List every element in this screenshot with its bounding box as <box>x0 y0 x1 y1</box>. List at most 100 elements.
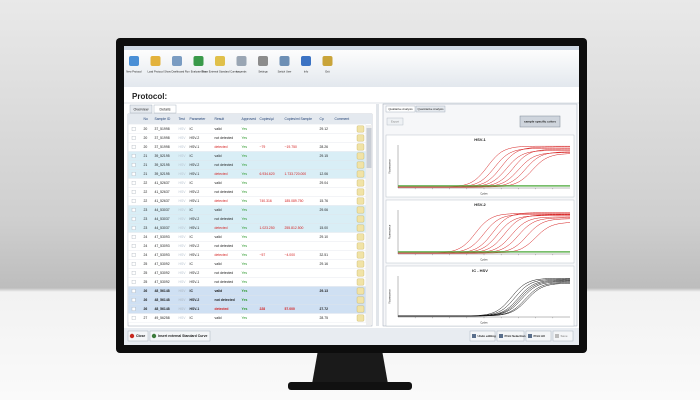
tab[interactable] <box>129 104 153 114</box>
row-checkbox[interactable] <box>131 271 136 275</box>
table-cell: HSV <box>179 235 187 239</box>
monitor-neck <box>312 350 388 384</box>
table-cell: Yes <box>242 145 248 149</box>
row-checkbox[interactable] <box>131 199 136 203</box>
row-checkbox[interactable] <box>131 298 136 302</box>
table-cell: 27 <box>144 316 148 320</box>
comment-button[interactable] <box>356 296 365 304</box>
row-checkbox[interactable] <box>131 262 136 266</box>
row-checkbox[interactable] <box>131 136 136 140</box>
analysis-tab[interactable] <box>415 105 446 113</box>
comment-button[interactable] <box>356 278 365 286</box>
row-checkbox[interactable] <box>131 235 136 239</box>
table-cell: Yes <box>242 262 248 266</box>
row-checkbox[interactable] <box>131 316 136 320</box>
toolbar-label: Settings <box>258 70 268 74</box>
footer-button[interactable] <box>149 330 211 342</box>
comment-button[interactable] <box>356 170 365 178</box>
plot-x-label: Cycles <box>480 322 488 325</box>
row-checkbox[interactable] <box>131 172 136 176</box>
row-checkbox[interactable] <box>131 289 136 293</box>
row-checkbox[interactable] <box>131 208 136 212</box>
comment-button[interactable] <box>356 188 365 196</box>
plot-title: HSV-2 <box>474 202 486 207</box>
comment-button[interactable] <box>356 242 365 250</box>
table-cell: Yes <box>242 199 248 203</box>
row-checkbox[interactable] <box>131 226 136 230</box>
amplification-curve <box>398 222 571 254</box>
footer-button[interactable] <box>552 330 574 342</box>
amplification-curve <box>398 283 571 317</box>
comment-button[interactable] <box>356 224 365 232</box>
comment-button[interactable] <box>356 233 365 241</box>
table-cell: valid <box>215 289 223 293</box>
footer-button[interactable] <box>469 330 496 342</box>
table-cell: 47_53092 <box>155 262 170 266</box>
row-checkbox[interactable] <box>131 127 136 131</box>
table-cell: 20 <box>144 127 148 131</box>
table-cell: IC <box>190 208 194 212</box>
comment-button[interactable] <box>356 215 365 223</box>
table-cell: 48_56148 <box>155 289 170 293</box>
comment-button[interactable] <box>356 314 365 322</box>
comment-button[interactable] <box>356 134 365 142</box>
table-cell: 6.934.620 <box>260 172 275 176</box>
row-checkbox[interactable] <box>131 253 136 257</box>
row-checkbox[interactable] <box>131 154 136 158</box>
footer-button[interactable] <box>496 330 525 342</box>
table-cell: Yes <box>242 127 248 131</box>
comment-button[interactable] <box>356 305 365 313</box>
scrollbar-thumb[interactable] <box>366 128 372 168</box>
comment-button[interactable] <box>356 152 365 160</box>
comment-button[interactable] <box>356 179 365 187</box>
table-row[interactable] <box>128 313 366 323</box>
table-cell: 29.06 <box>320 208 329 212</box>
table-cell: detected <box>215 253 228 257</box>
colors-button[interactable] <box>519 115 561 128</box>
row-checkbox[interactable] <box>131 181 136 185</box>
comment-button[interactable] <box>356 251 365 259</box>
row-checkbox[interactable] <box>131 217 136 221</box>
table-cell: not detected <box>215 298 235 302</box>
table-cell: detected <box>215 145 228 149</box>
table-cell: 27.72 <box>320 307 329 311</box>
row-checkbox[interactable] <box>131 280 136 284</box>
table-cell: 39_52195 <box>155 154 170 158</box>
footer-button-label: Close <box>136 334 145 338</box>
footer-button[interactable] <box>525 330 552 342</box>
comment-button[interactable] <box>356 269 365 277</box>
comment-button[interactable] <box>356 287 365 295</box>
plot-y-label: Fluorescence <box>389 224 392 239</box>
toolbar-icon <box>301 56 311 66</box>
table-cell: detected <box>215 226 228 230</box>
row-checkbox[interactable] <box>131 190 136 194</box>
comment-button[interactable] <box>356 143 365 151</box>
table-cell: 23 <box>144 226 148 230</box>
comment-button[interactable] <box>356 260 365 268</box>
row-checkbox[interactable] <box>131 163 136 167</box>
table-cell: 21 <box>144 154 148 158</box>
footer-icon <box>129 333 135 339</box>
table-cell: 255.812.500 <box>285 226 304 230</box>
toolbar-label: Show External Standard Curves <box>202 70 240 74</box>
plot-frame <box>385 134 575 198</box>
table-cell: detected <box>215 307 229 311</box>
table-cell: HSV <box>179 154 187 158</box>
table-cell: valid <box>215 316 222 320</box>
table-cell: 29.13 <box>320 289 329 293</box>
comment-button[interactable] <box>356 125 365 133</box>
comment-button[interactable] <box>356 197 365 205</box>
comment-button[interactable] <box>356 206 365 214</box>
table-cell: 47_53093 <box>155 244 170 248</box>
row-checkbox[interactable] <box>131 307 136 311</box>
analysis-tab[interactable] <box>385 105 416 113</box>
row-checkbox[interactable] <box>131 145 136 149</box>
toolbar-label: Evaluate Run <box>191 70 207 74</box>
export-button[interactable] <box>386 117 404 126</box>
row-checkbox[interactable] <box>131 244 136 248</box>
footer-button[interactable] <box>127 330 149 342</box>
comment-button[interactable] <box>356 161 365 169</box>
table-cell: 740.316 <box>260 199 272 203</box>
table-cell: HSV-2 <box>190 298 200 302</box>
tab[interactable] <box>153 104 177 114</box>
